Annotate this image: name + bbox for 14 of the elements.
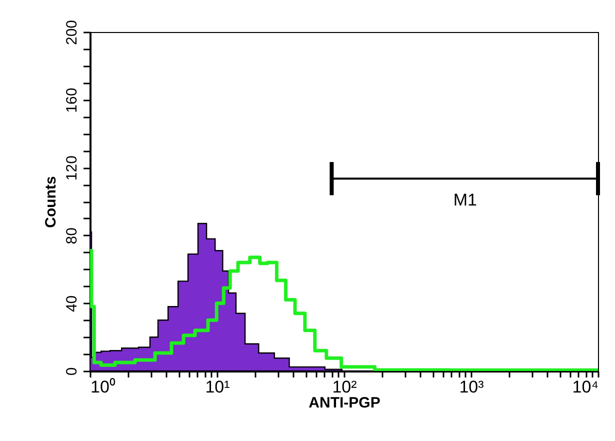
- y-tick-label: 40: [64, 295, 80, 312]
- y-tick-label: 160: [64, 88, 80, 113]
- y-tick-label: 0: [64, 367, 80, 376]
- x-axis-title: ANTI-PGP: [308, 394, 380, 412]
- x-tick-label: 10¹: [205, 378, 230, 396]
- y-axis-title: Counts: [42, 176, 60, 228]
- x-tick-label: 10²: [332, 378, 358, 396]
- y-tick-label: 120: [64, 156, 80, 181]
- annotation: M1: [453, 190, 477, 210]
- x-tick-label: 10⁰: [90, 378, 116, 396]
- x-tick-label: 10³: [459, 378, 484, 396]
- y-tick-label: 200: [64, 20, 80, 46]
- y-tick-label: 80: [64, 228, 80, 244]
- x-tick-label: 10⁴: [572, 378, 598, 396]
